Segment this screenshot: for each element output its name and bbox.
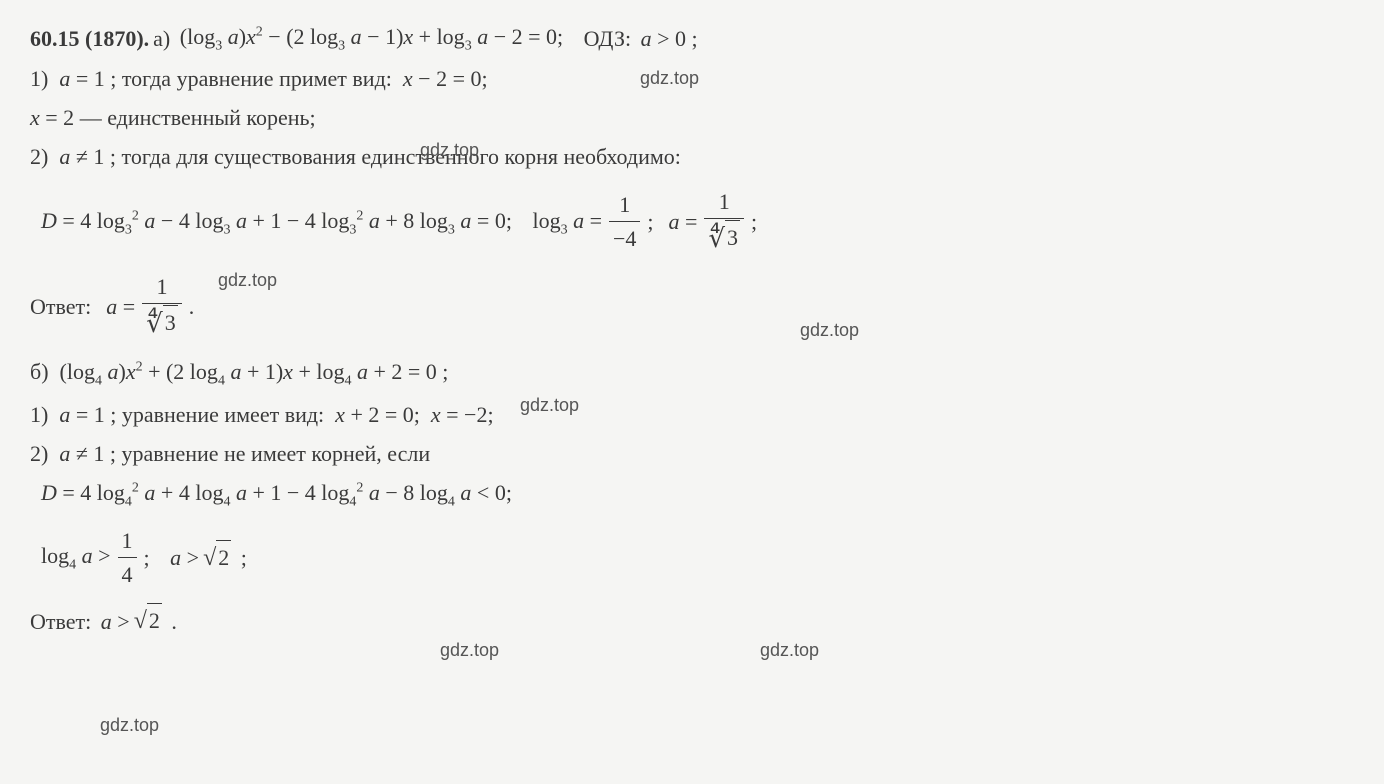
answer-b-line: Ответ: a > 2 . (30, 603, 1354, 639)
case1a-text2: — единственный корень; (80, 105, 316, 130)
case2a-label: 2) (30, 144, 48, 169)
result-b-agt: a > (170, 541, 199, 574)
semicolon-1: ; (647, 205, 664, 238)
answer-a-eq: a = (95, 290, 135, 323)
watermark-3: gdz.top (218, 270, 277, 291)
result-b-line: log4 a > 1 4 ; a > 2 ; (30, 524, 1354, 591)
watermark-8: gdz.top (100, 715, 159, 736)
problem-number: 60.15 (1870). (30, 22, 149, 55)
part-b-equation: (log4 a)x2 + (2 log4 a + 1)x + log4 a + … (54, 359, 448, 384)
log-b-prefix: log4 a > (30, 539, 111, 575)
odz-label: ОДЗ: (584, 22, 631, 55)
discriminant-b-line: D = 4 log42 a + 4 log4 a + 1 − 4 log42 a… (30, 476, 1354, 512)
sqrt-2-answer: 2 (134, 603, 162, 639)
watermark-4: gdz.top (800, 320, 859, 341)
case2b-line: 2) a ≠ 1 ; уравнение не имеет корней, ес… (30, 437, 1354, 470)
a-eq-label: a = (669, 205, 698, 238)
part-a-label: а) (153, 22, 170, 55)
case1a-label: 1) (30, 66, 48, 91)
case1a-condition: a = 1 (54, 66, 105, 91)
sqrt-2-result: 2 (203, 540, 231, 576)
semicolon-2: ; (751, 205, 757, 238)
watermark-5: gdz.top (520, 395, 579, 416)
D-equation-a: D = 4 log32 a − 4 log3 a + 1 − 4 log32 a… (30, 204, 528, 240)
case1a-text1: ; тогда уравнение примет вид: (110, 66, 392, 91)
frac-1-over-4: 1 4 (118, 524, 137, 591)
case1a-line2: x = 2 — единственный корень; (30, 101, 1354, 134)
answer-a-period: . (189, 290, 195, 323)
case1a-eq2: x = 2 (30, 105, 80, 130)
case1b-label: 1) (30, 402, 48, 427)
log-eq-a: log3 a = (532, 204, 602, 240)
case2a-condition: a ≠ 1 (54, 144, 105, 169)
case1b-eq2: x = −2; (431, 402, 494, 427)
case1b-line: 1) a = 1 ; уравнение имеет вид: x + 2 = … (30, 398, 1354, 431)
discriminant-a-line: D = 4 log32 a − 4 log3 a + 1 − 4 log32 a… (30, 185, 1354, 258)
answer-a-frac: 1 3 (142, 270, 182, 343)
watermark-2: gdz.top (420, 140, 479, 161)
watermark-7: gdz.top (760, 640, 819, 661)
D-equation-b: D = 4 log42 a + 4 log4 a + 1 − 4 log42 a… (30, 480, 512, 505)
part-b-label: б) (30, 359, 49, 384)
answer-b-agt: a > (95, 605, 129, 638)
answer-a-label: Ответ: (30, 290, 91, 323)
answer-b-period: . (166, 605, 177, 638)
frac-1-over-neg4: 1 −4 (609, 188, 640, 255)
case2b-label: 2) (30, 441, 48, 466)
odz-value: a > 0 ; (635, 22, 698, 55)
case2a-line: 2) a ≠ 1 ; тогда для существования единс… (30, 140, 1354, 173)
case1b-text: ; уравнение имеет вид: (110, 402, 324, 427)
frac-1-over-root4-3: 1 3 (704, 185, 744, 258)
watermark-6: gdz.top (440, 640, 499, 661)
case2b-text: ; уравнение не имеет корней, если (110, 441, 430, 466)
part-b-line: б) (log4 a)x2 + (2 log4 a + 1)x + log4 a… (30, 355, 1354, 391)
header-line: 60.15 (1870). а) (log3 a)x2 − (2 log3 a … (30, 20, 1354, 56)
watermark-1: gdz.top (640, 68, 699, 89)
case1a-eq1: x − 2 = 0; (397, 66, 487, 91)
result-b-end: ; (235, 541, 247, 574)
part-a-equation: (log3 a)x2 − (2 log3 a − 1)x + log3 a − … (174, 20, 579, 56)
case1b-condition: a = 1 (54, 402, 105, 427)
answer-b-label: Ответ: (30, 605, 91, 638)
case2a-text: ; тогда для существования единственного … (110, 144, 681, 169)
case2b-condition: a ≠ 1 (54, 441, 105, 466)
result-b-semi: ; (144, 541, 167, 574)
case1b-eq1: x + 2 = 0; (330, 402, 426, 427)
